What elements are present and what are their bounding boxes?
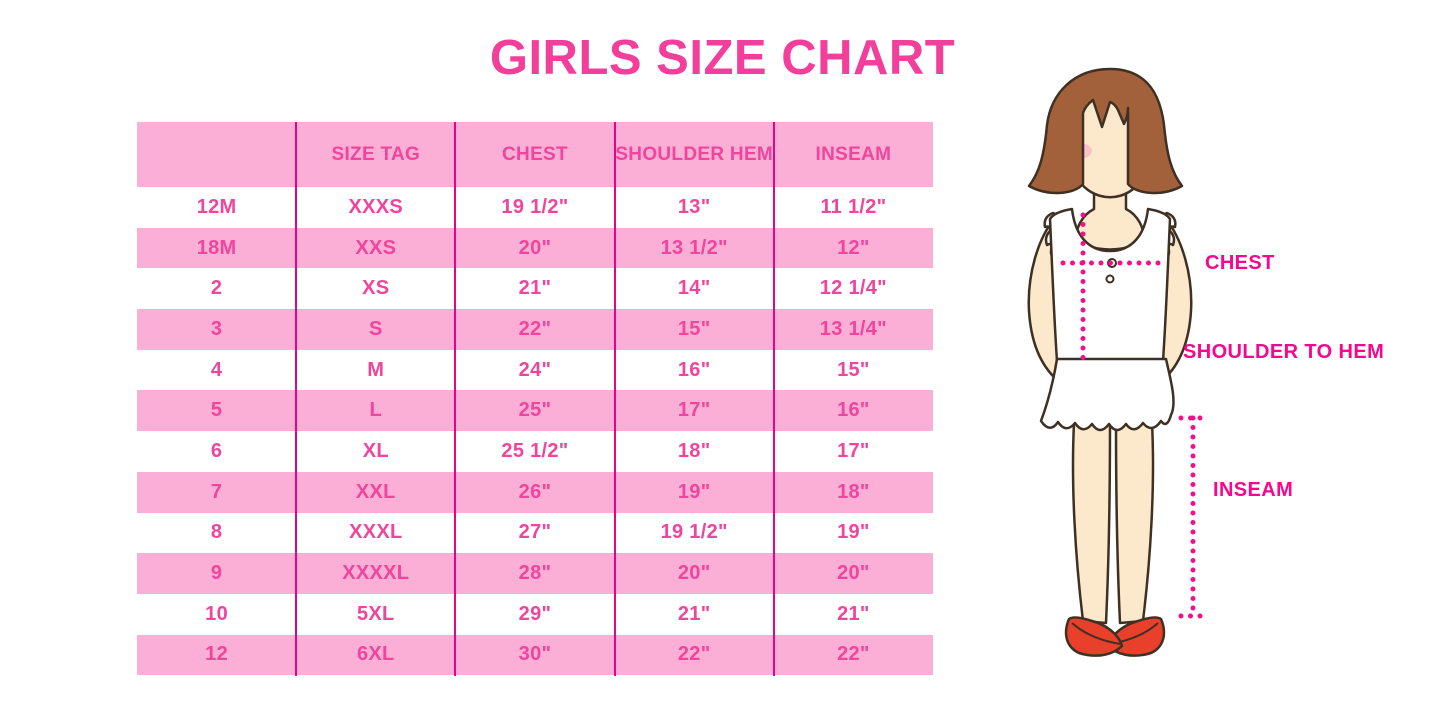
table-cell: 6XL: [356, 643, 395, 666]
header-cell: INSEAM: [815, 143, 892, 165]
table-cell: 29": [518, 602, 552, 625]
table-cell: XXXXL: [342, 562, 410, 585]
table-cell: 13": [677, 195, 711, 218]
table-cell: 16": [837, 399, 870, 422]
right-leg: [1114, 421, 1155, 625]
table-cell: 13 1/4": [819, 317, 887, 340]
table-row: 12 6XL 30" 22" 22": [137, 634, 933, 676]
header-cell: CHEST: [502, 143, 568, 165]
table-cell: L: [369, 399, 383, 422]
table-cell: 22": [837, 643, 870, 666]
table-cell: 21": [677, 602, 711, 625]
table-cell: 12 1/4": [819, 277, 887, 300]
left-shoe-strap: [1071, 622, 1121, 645]
hair: [1027, 67, 1184, 195]
shirt-button: [1105, 274, 1115, 284]
table-cell: 10: [205, 602, 229, 625]
table-cell: 12M: [196, 195, 237, 218]
table-cell: 21": [837, 602, 870, 625]
table-header-row: SIZE TAG CHEST SHOULDER HEM INSEAM: [137, 122, 933, 187]
table-cell: 30": [518, 643, 552, 666]
table-cell: 12: [205, 643, 229, 666]
shoulder-to-hem-label: SHOULDER TO HEM: [1183, 341, 1385, 363]
girl-illustration: [1027, 67, 1208, 657]
table-cell: 8: [210, 521, 223, 544]
table-cell: 2: [210, 277, 223, 300]
table-cell: 17": [677, 399, 711, 422]
neck: [1075, 169, 1145, 251]
girl-figure: [1020, 63, 1445, 723]
table-cell: 11 1/2": [820, 195, 887, 218]
shirt: [1048, 207, 1172, 363]
table-row: 4 M 24" 16" 15": [137, 349, 933, 391]
table-cell: 18": [837, 480, 870, 503]
table-cell: 12": [837, 236, 870, 259]
table-cell: 24": [518, 358, 552, 381]
table-cell: 21": [518, 277, 552, 300]
table-row: 9 XXXXL 28" 20" 20": [137, 553, 933, 594]
table-row: 18M XXS 20" 13 1/2" 12": [137, 227, 933, 269]
table-row: 6 XL 25 1/2" 18" 17": [137, 431, 933, 472]
table-cell: XXS: [355, 236, 397, 259]
column-divider: [295, 122, 298, 676]
table-row: 7 XXL 26" 19" 18": [137, 471, 933, 513]
table-cell: 18M: [196, 236, 237, 259]
table-row: 2 XS 21" 14" 12 1/4": [137, 268, 933, 310]
column-divider: [772, 122, 775, 676]
table-cell: M: [367, 358, 385, 381]
table-cell: 20": [837, 562, 870, 585]
table-cell: 26": [518, 480, 552, 503]
table-cell: XL: [362, 439, 389, 462]
table-cell: S: [368, 317, 383, 340]
table-cell: 20": [677, 562, 711, 585]
table-cell: 19 1/2": [660, 521, 728, 544]
table-cell: 5: [210, 399, 223, 422]
table-row: 5 L 25" 17" 16": [137, 390, 933, 432]
table-cell: XXL: [355, 480, 396, 503]
table-cell: 25": [518, 399, 552, 422]
table-cell: 15": [837, 358, 870, 381]
table-cell: 19 1/2": [501, 195, 569, 218]
inseam-label: INSEAM: [1213, 479, 1294, 501]
table-cell: XS: [362, 277, 390, 300]
header-cell: SIZE TAG: [331, 143, 421, 165]
table-cell: 28": [518, 562, 552, 585]
skirt: [1039, 357, 1175, 432]
table-cell: 14": [677, 277, 711, 300]
left-leg: [1071, 421, 1112, 625]
table-cell: 25 1/2": [501, 439, 569, 462]
table-cell: 22": [518, 317, 552, 340]
column-divider: [454, 122, 457, 676]
table-cell: 19": [837, 521, 870, 544]
table-row: 3 S 22" 15" 13 1/4": [137, 309, 933, 350]
table-cell: 9: [210, 562, 223, 585]
table-cell: 13 1/2": [660, 236, 728, 259]
table-row: 12M XXXS 19 1/2" 13" 11 1/2": [137, 187, 933, 228]
table-row: 10 5XL 29" 21" 21": [137, 593, 933, 635]
size-table: SIZE TAG CHEST SHOULDER HEM INSEAM 12M XXXS 19…: [137, 122, 933, 676]
table-cell: 3: [210, 317, 223, 340]
table-cell: 19": [677, 480, 711, 503]
table-cell: 5XL: [356, 602, 395, 625]
table-cell: XXXS: [348, 195, 404, 218]
table-cell: 17": [837, 439, 870, 462]
table-cell: 16": [677, 358, 711, 381]
table-cell: 20": [518, 236, 552, 259]
page-title: GIRLS SIZE CHART: [489, 31, 956, 85]
table-cell: 18": [677, 439, 711, 462]
table-cell: XXXL: [349, 521, 403, 544]
table-cell: 4: [210, 358, 223, 381]
table-cell: 15": [677, 317, 711, 340]
chest-label: CHEST: [1205, 252, 1275, 274]
header-cell: SHOULDER HEM: [615, 143, 774, 165]
table-row: 8 XXXL 27" 19 1/2" 19": [137, 512, 933, 554]
table-cell: 27": [518, 521, 552, 544]
table-cell: 7: [210, 480, 223, 503]
table-cell: 22": [677, 643, 711, 666]
column-divider: [613, 122, 616, 676]
table-cell: 6: [210, 439, 223, 462]
